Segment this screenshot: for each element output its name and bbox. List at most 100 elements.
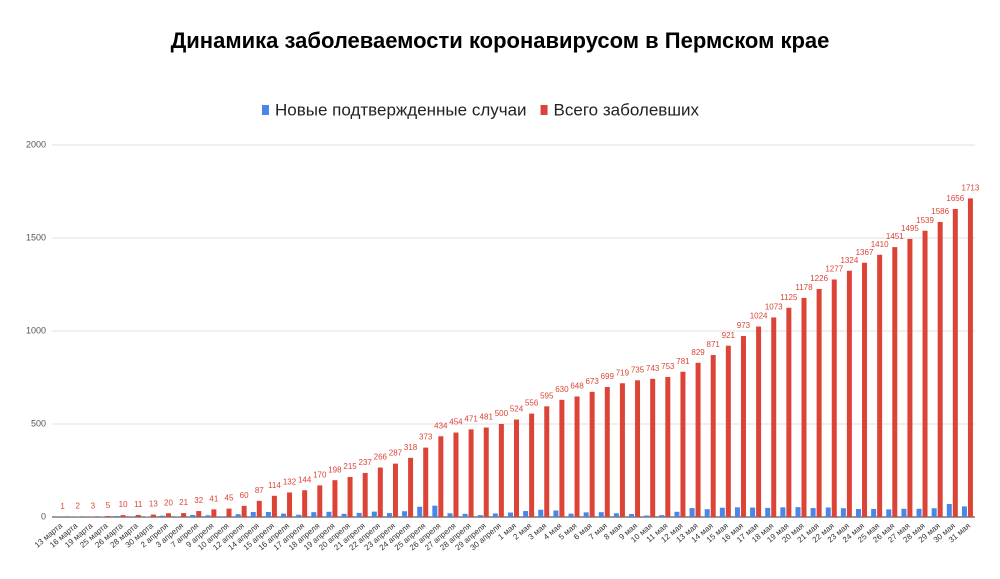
bar: [574, 396, 580, 517]
value-label: 1073: [765, 303, 783, 312]
value-label: 1539: [916, 216, 934, 225]
bar: [967, 198, 973, 517]
bar: [438, 436, 444, 517]
bar: [281, 513, 287, 517]
bar: [795, 507, 801, 517]
bar: [780, 507, 786, 517]
bar: [871, 509, 877, 517]
bar: [159, 515, 165, 517]
bar: [326, 511, 332, 517]
bar: [462, 513, 468, 517]
value-label: 500: [495, 409, 509, 418]
bar: [371, 511, 377, 517]
bar: [613, 513, 619, 517]
value-label: 1451: [886, 232, 904, 241]
bar: [810, 508, 816, 517]
value-label: 829: [691, 348, 705, 357]
bar: [846, 270, 852, 517]
bar: [907, 238, 913, 517]
value-label: 287: [389, 449, 403, 458]
bar: [825, 507, 831, 517]
bar: [477, 515, 483, 517]
value-label: 41: [209, 494, 218, 503]
bar: [181, 513, 187, 517]
bar: [90, 516, 96, 517]
value-label: 735: [631, 365, 645, 374]
value-label: 2: [75, 502, 80, 511]
bar: [856, 509, 862, 517]
bar: [302, 490, 308, 517]
bar: [271, 495, 277, 517]
bar: [946, 503, 952, 517]
value-label: 170: [313, 470, 327, 479]
value-label: 11: [134, 500, 143, 509]
value-label: 237: [359, 458, 373, 467]
y-tick-label: 1500: [26, 232, 46, 242]
value-label: 198: [328, 465, 342, 474]
bar: [756, 326, 762, 517]
bar: [265, 511, 271, 517]
bar: [644, 515, 650, 517]
bar: [135, 514, 141, 517]
bar: [235, 514, 241, 517]
bar: [226, 508, 232, 517]
bar: [704, 509, 710, 517]
bar: [514, 419, 519, 517]
bar: [256, 500, 262, 517]
bar: [332, 480, 338, 517]
value-label: 10: [119, 500, 128, 509]
bar: [801, 297, 807, 517]
bar: [432, 505, 438, 517]
bar: [220, 516, 226, 517]
value-label: 1367: [856, 248, 874, 257]
value-label: 1178: [795, 283, 813, 292]
bar: [892, 247, 898, 517]
value-label: 595: [540, 391, 554, 400]
value-label: 719: [616, 368, 630, 377]
bar: [604, 386, 610, 517]
value-label: 781: [676, 357, 690, 366]
bar: [695, 362, 701, 517]
bar: [483, 427, 489, 517]
bar: [931, 508, 937, 517]
bar: [840, 508, 846, 517]
value-label: 1713: [962, 183, 980, 192]
bar: [771, 317, 777, 517]
value-label: 144: [298, 475, 312, 484]
bar: [598, 512, 604, 517]
value-label: 373: [419, 433, 433, 442]
value-label: 20: [164, 498, 173, 507]
value-label: 1125: [780, 293, 798, 302]
bar: [952, 208, 958, 517]
value-label: 266: [374, 453, 388, 462]
bar: [831, 279, 837, 517]
value-label: 132: [283, 478, 297, 487]
value-label: 434: [434, 421, 448, 430]
value-label: 648: [570, 382, 584, 391]
value-label: 471: [464, 415, 478, 424]
value-label: 921: [722, 331, 736, 340]
bar: [674, 511, 680, 517]
bar: [901, 508, 907, 517]
bar: [538, 509, 544, 517]
value-label: 556: [525, 399, 539, 408]
bar: [568, 513, 574, 517]
y-tick-label: 500: [31, 418, 46, 428]
value-label: 481: [480, 413, 494, 422]
bar: [114, 516, 120, 517]
bar: [886, 509, 892, 517]
bar: [529, 413, 535, 517]
value-label: 630: [555, 385, 569, 394]
value-label: 753: [661, 362, 675, 371]
legend-swatch: [540, 105, 548, 115]
bar: [417, 506, 423, 517]
bar: [725, 345, 731, 517]
value-label: 32: [194, 496, 203, 505]
bar: [408, 457, 414, 517]
bar: [650, 378, 656, 517]
value-label: 87: [255, 486, 264, 495]
value-label: 1495: [901, 224, 919, 233]
bar: [719, 507, 725, 517]
bar: [341, 513, 347, 517]
value-label: 45: [225, 494, 234, 503]
